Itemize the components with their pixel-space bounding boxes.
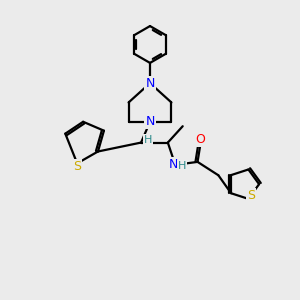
Text: S: S: [73, 160, 81, 173]
Text: O: O: [196, 133, 206, 146]
Text: N: N: [169, 158, 178, 171]
Text: S: S: [248, 189, 255, 203]
Text: H: H: [178, 161, 186, 171]
Text: N: N: [145, 115, 155, 128]
Text: H: H: [143, 135, 152, 145]
Text: N: N: [145, 76, 155, 90]
